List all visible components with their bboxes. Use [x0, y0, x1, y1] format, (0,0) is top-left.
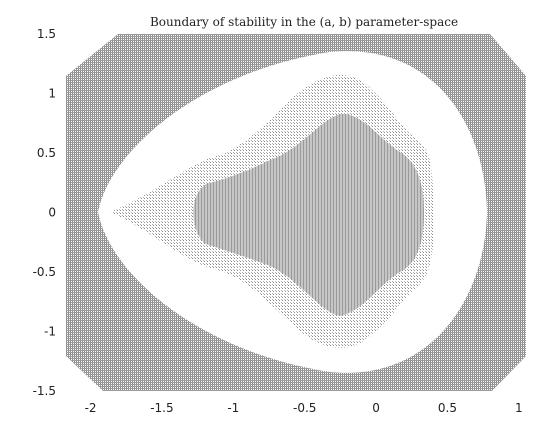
- x-tick-label: -0.5: [293, 401, 316, 415]
- x-tick-label: -1: [227, 401, 239, 415]
- plot-area: [66, 34, 526, 391]
- y-tick-label: -1: [44, 325, 56, 339]
- x-tick-label: 1: [515, 401, 523, 415]
- y-tick-label: 0.5: [37, 146, 56, 160]
- y-tick-label: 0: [48, 206, 56, 220]
- x-tick-label: -1.5: [150, 401, 173, 415]
- x-tick-label: -2: [85, 401, 97, 415]
- y-tick-label: -1.5: [33, 384, 56, 398]
- y-tick-label: 1: [48, 87, 56, 101]
- y-tick-label: -0.5: [33, 265, 56, 279]
- x-tick-label: 0.5: [438, 401, 457, 415]
- y-axis-ticks: 1.5 1 0.5 0 -0.5 -1 -1.5: [33, 27, 56, 398]
- chart-title: Boundary of stability in the (a, b) para…: [150, 15, 458, 29]
- stable-core: [193, 113, 424, 316]
- y-tick-label: 1.5: [37, 27, 56, 41]
- x-axis-ticks: -2 -1.5 -1 -0.5 0 0.5 1: [85, 401, 523, 415]
- x-tick-label: 0: [372, 401, 380, 415]
